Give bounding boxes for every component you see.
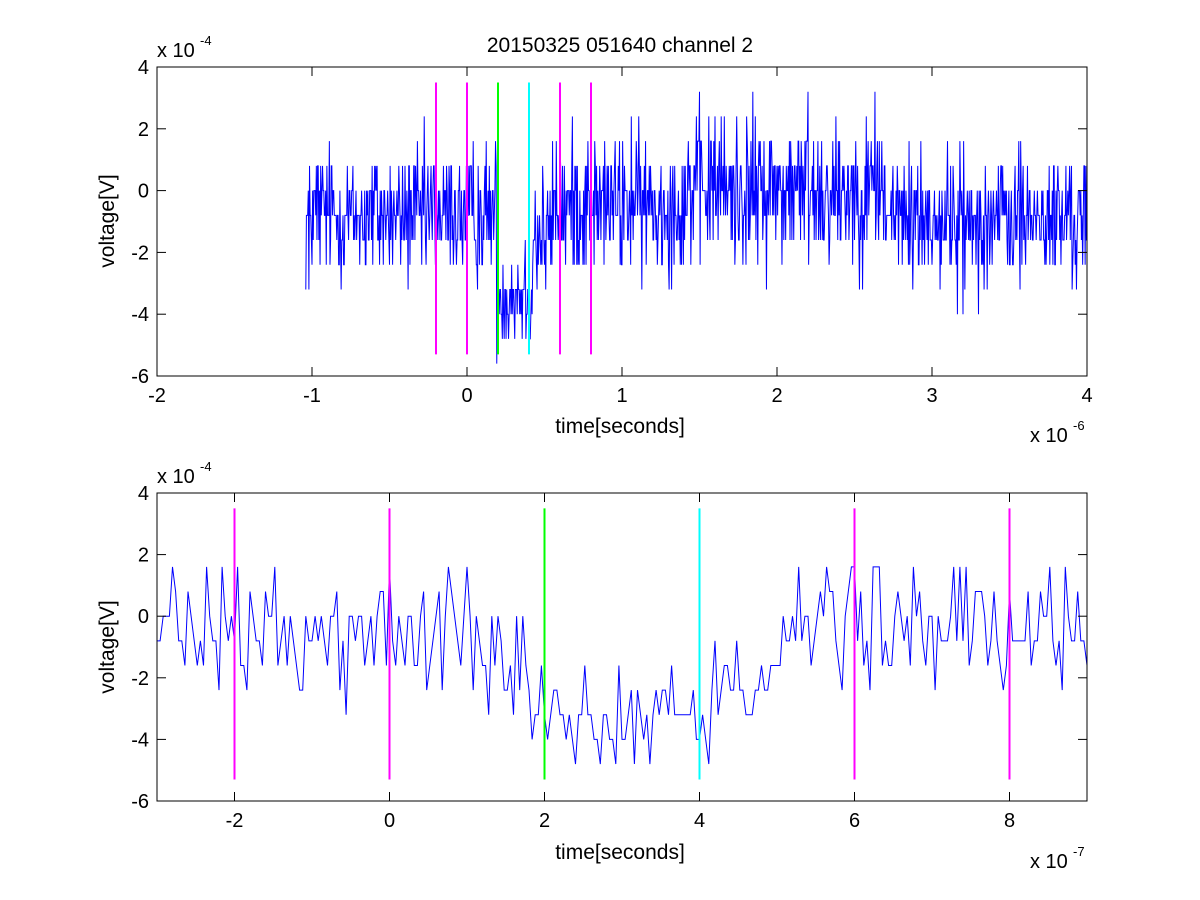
- top-plot-xtick-label: 1: [616, 385, 627, 407]
- figure-title: 20150325 051640 channel 2: [487, 34, 753, 57]
- bottom-plot-ticks: -2 0 2 4 6 8 -6 -4 -2 0 2 4: [131, 483, 1087, 832]
- top-plot-xlabel: time[seconds]: [555, 415, 685, 438]
- bottom-plot-y-exponent: x 10 -4: [157, 459, 212, 488]
- bottom-plot-ytick-label: 0: [138, 606, 149, 628]
- bottom-plot-signal-trace: [157, 566, 1088, 765]
- top-plot-y-exponent-power: -4: [200, 33, 212, 48]
- top-plot-ytick-label: 4: [138, 57, 149, 79]
- bottom-plot-y-exponent-base: x 10: [157, 466, 195, 488]
- top-plot-signal-trace: [305, 91, 1087, 364]
- bottom-plot-ytick-label: 4: [138, 483, 149, 505]
- top-plot-ytick-label: 0: [138, 181, 149, 203]
- top-plot-xtick-label: -1: [303, 385, 321, 407]
- bottom-plot-xlabel: time[seconds]: [555, 841, 685, 864]
- bottom-plot-x-exponent-base: x 10: [1030, 851, 1068, 873]
- bottom-plot-xtick-label: 0: [384, 810, 395, 832]
- top-plot-ticks: -2 -1 0 1 2 3 4 -6 -4 -2 0 2 4: [131, 57, 1092, 407]
- top-plot-y-exponent-base: x 10: [157, 40, 195, 62]
- top-plot-xtick-label: 0: [461, 385, 472, 407]
- bottom-plot: -2 0 2 4 6 8 -6 -4 -2 0 2 4 time[seconds] voltage[V…: [96, 459, 1088, 873]
- bottom-plot-xtick-label: 6: [849, 810, 860, 832]
- bottom-plot-y-exponent-power: -4: [200, 459, 212, 474]
- top-plot: -2 -1 0 1 2 3 4 -6 -4 -2 0 2 4 time[seconds] voltage…: [96, 33, 1093, 447]
- top-plot-x-exponent-power: -6: [1073, 418, 1085, 433]
- top-plot-traces: [305, 91, 1087, 364]
- top-plot-x-exponent-base: x 10: [1030, 425, 1068, 447]
- bottom-plot-xtick-label: 8: [1004, 810, 1015, 832]
- bottom-plot-x-exponent: x 10 -7: [1030, 844, 1085, 873]
- bottom-plot-axes-box: [156, 492, 1088, 802]
- bottom-plot-x-exponent-power: -7: [1073, 844, 1085, 859]
- bottom-plot-ytick-label: -6: [131, 791, 149, 813]
- top-plot-ytick-label: -6: [131, 366, 149, 388]
- top-plot-ylabel: voltage[V]: [96, 174, 119, 267]
- top-plot-markers: [435, 82, 592, 355]
- top-plot-xtick-label: 4: [1081, 385, 1092, 407]
- bottom-plot-ytick-label: -2: [131, 668, 149, 690]
- bottom-plot-traces: [157, 566, 1088, 765]
- bottom-plot-ytick-label: 2: [138, 545, 149, 567]
- bottom-plot-xtick-label: -2: [226, 810, 244, 832]
- top-plot-ytick-label: -4: [131, 304, 149, 326]
- bottom-plot-xtick-label: 4: [694, 810, 705, 832]
- bottom-plot-ylabel: voltage[V]: [96, 600, 119, 693]
- bottom-plot-xtick-label: 2: [539, 810, 550, 832]
- top-plot-xtick-label: 3: [926, 385, 937, 407]
- bottom-plot-markers: [233, 508, 1011, 780]
- top-plot-x-exponent: x 10 -6: [1030, 418, 1085, 447]
- top-plot-y-exponent: x 10 -4: [157, 33, 212, 62]
- top-plot-xtick-label: -2: [148, 385, 166, 407]
- top-plot-ytick-label: 2: [138, 119, 149, 141]
- bottom-plot-ytick-label: -4: [131, 729, 149, 751]
- top-plot-ytick-label: -2: [131, 242, 149, 264]
- top-plot-xtick-label: 2: [771, 385, 782, 407]
